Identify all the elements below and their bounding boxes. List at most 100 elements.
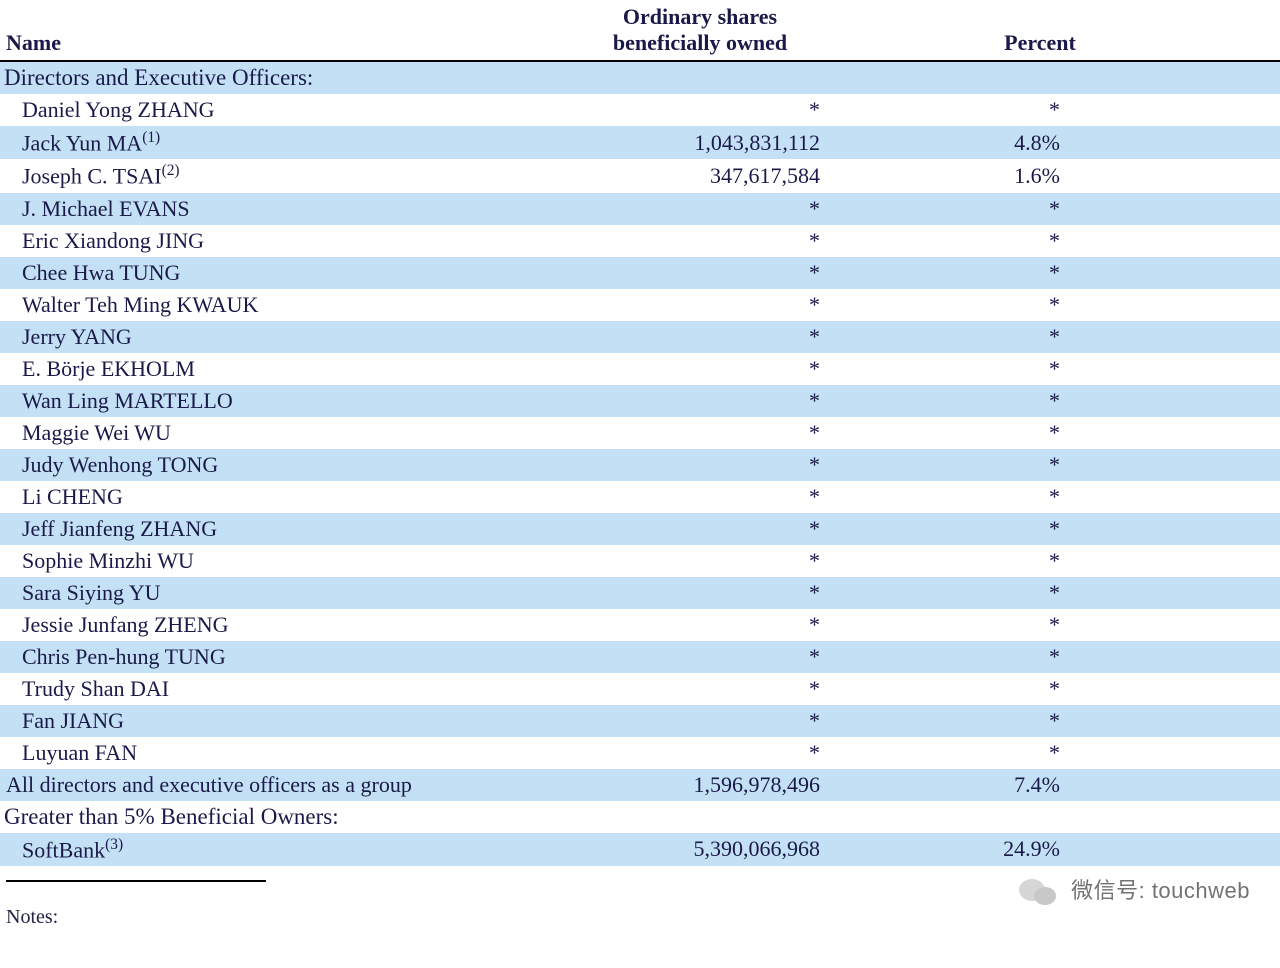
row-name: Eric Xiandong JING (22, 228, 204, 253)
cell-percent: * (880, 193, 1200, 225)
cell-name: Chris Pen-hung TUNG (0, 641, 520, 673)
table-row: Wan Ling MARTELLO** (0, 385, 1280, 417)
cell-shares: * (520, 481, 880, 513)
cell-percent: * (880, 481, 1200, 513)
wechat-icon (1018, 876, 1058, 908)
row-name: Walter Teh Ming KWAUK (22, 292, 258, 317)
cell-shares: * (520, 609, 880, 641)
cell-spacer (1200, 641, 1280, 673)
cell-spacer (1200, 321, 1280, 353)
table-row: Jessie Junfang ZHENG ** (0, 609, 1280, 641)
row-name: E. Börje EKHOLM (22, 356, 195, 381)
cell-shares: * (520, 513, 880, 545)
cell-shares: * (520, 94, 880, 126)
header-name: Name (0, 0, 520, 61)
row-name: Daniel Yong ZHANG (22, 97, 215, 122)
table-row: Sara Siying YU** (0, 577, 1280, 609)
cell-spacer (1200, 737, 1280, 769)
row-name: Li CHENG (22, 484, 123, 509)
cell-shares: * (520, 705, 880, 737)
cell-name: Trudy Shan DAI (0, 673, 520, 705)
table-row: Li CHENG ** (0, 481, 1280, 513)
row-name: Maggie Wei WU (22, 420, 171, 445)
cell-percent: * (880, 257, 1200, 289)
cell-percent: * (880, 513, 1200, 545)
cell-name: Chee Hwa TUNG (0, 257, 520, 289)
cell-spacer (1200, 833, 1280, 866)
cell-name: Luyuan FAN (0, 737, 520, 769)
table-row: Chris Pen-hung TUNG ** (0, 641, 1280, 673)
cell-name: Joseph C. TSAI(2) (0, 159, 520, 192)
cell-spacer (1200, 94, 1280, 126)
cell-shares: * (520, 321, 880, 353)
table-body: Directors and Executive Officers: Daniel … (0, 61, 1280, 866)
cell-shares: * (520, 673, 880, 705)
cell-shares: * (520, 737, 880, 769)
header-percent: Percent (880, 0, 1200, 61)
table-row: E. Börje EKHOLM** (0, 353, 1280, 385)
cell-percent: * (880, 737, 1200, 769)
table-row: Eric Xiandong JING** (0, 225, 1280, 257)
cell-spacer (1200, 257, 1280, 289)
row-name: Wan Ling MARTELLO (22, 388, 233, 413)
watermark: 微信号: touchweb (1018, 873, 1250, 908)
table-row: Judy Wenhong TONG ** (0, 449, 1280, 481)
cell-name: Eric Xiandong JING (0, 225, 520, 257)
row-name: Joseph C. TSAI (22, 164, 162, 189)
cell-percent: 24.9% (880, 833, 1200, 866)
cell-shares: * (520, 257, 880, 289)
cell-spacer (1200, 126, 1280, 159)
cell-name: Jeff Jianfeng ZHANG (0, 513, 520, 545)
cell-spacer (1200, 673, 1280, 705)
cell-name: Maggie Wei WU (0, 417, 520, 449)
cell-percent: * (880, 449, 1200, 481)
row-name: Jessie Junfang ZHENG (22, 612, 229, 637)
cell-name: Judy Wenhong TONG (0, 449, 520, 481)
cell-name: Sara Siying YU (0, 577, 520, 609)
cell-shares: * (520, 353, 880, 385)
table-row: Sophie Minzhi WU ** (0, 545, 1280, 577)
notes-label: Notes: (0, 906, 1280, 929)
cell-spacer (1200, 449, 1280, 481)
cell-spacer (1200, 577, 1280, 609)
cell-percent: * (880, 94, 1200, 126)
cell-spacer (1200, 417, 1280, 449)
cell-percent: * (880, 609, 1200, 641)
row-name: J. Michael EVANS (22, 196, 190, 221)
section-header-directors: Directors and Executive Officers: (0, 61, 1280, 94)
cell-spacer (1200, 705, 1280, 737)
cell-shares: * (520, 545, 880, 577)
row-name: Luyuan FAN (22, 740, 137, 765)
cell-percent: 7.4% (880, 769, 1200, 801)
cell-shares: * (520, 289, 880, 321)
table-row: J. Michael EVANS** (0, 193, 1280, 225)
cell-percent: * (880, 289, 1200, 321)
table-row: Trudy Shan DAI** (0, 673, 1280, 705)
row-name: Jeff Jianfeng ZHANG (22, 516, 217, 541)
table-row: Jeff Jianfeng ZHANG ** (0, 513, 1280, 545)
row-name-sup: (2) (162, 162, 180, 179)
cell-name: Jack Yun MA(1) (0, 126, 520, 159)
cell-name: Wan Ling MARTELLO (0, 385, 520, 417)
cell-percent: * (880, 545, 1200, 577)
cell-spacer (1200, 769, 1280, 801)
row-name: Jack Yun MA (22, 130, 142, 155)
notes-divider (6, 880, 266, 882)
row-name: Sophie Minzhi WU (22, 548, 194, 573)
row-name: Chris Pen-hung TUNG (22, 644, 226, 669)
cell-shares: * (520, 641, 880, 673)
table-row: Chee Hwa TUNG** (0, 257, 1280, 289)
cell-shares: * (520, 449, 880, 481)
cell-spacer (1200, 513, 1280, 545)
cell-percent: * (880, 225, 1200, 257)
table-row: Joseph C. TSAI(2)347,617,5841.6% (0, 159, 1280, 192)
watermark-handle: touchweb (1152, 878, 1250, 903)
row-name: Judy Wenhong TONG (22, 452, 218, 477)
table-row: Walter Teh Ming KWAUK ** (0, 289, 1280, 321)
cell-name: Walter Teh Ming KWAUK (0, 289, 520, 321)
cell-percent: * (880, 321, 1200, 353)
cell-percent: * (880, 641, 1200, 673)
row-name: Trudy Shan DAI (22, 676, 169, 701)
cell-name: Sophie Minzhi WU (0, 545, 520, 577)
cell-name: Daniel Yong ZHANG (0, 94, 520, 126)
